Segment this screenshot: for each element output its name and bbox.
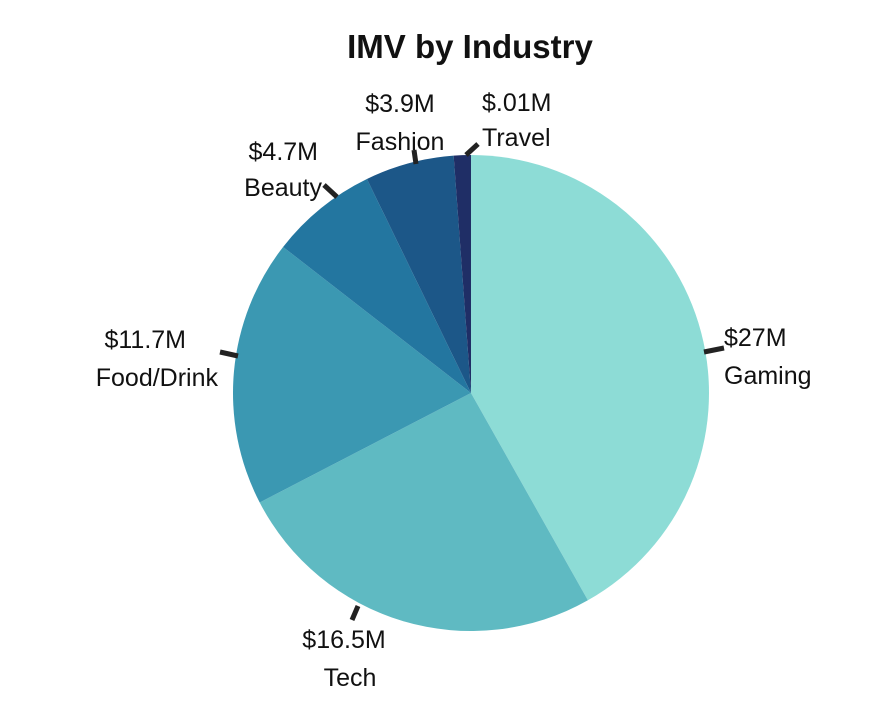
label-tick-tech [349, 605, 361, 621]
slice-name-label-tech: Tech [324, 664, 377, 692]
slice-value-label-beauty: $4.7M [249, 138, 318, 166]
label-tick-food-drink [219, 349, 239, 359]
slice-value-label-gaming: $27M [724, 324, 787, 352]
slice-value-label-travel: $.01M [482, 89, 551, 117]
label-tick-beauty [322, 183, 339, 199]
pie-slice-tech [259, 393, 588, 632]
slice-name-label-gaming: Gaming [724, 362, 812, 390]
pie-slice-travel [453, 154, 471, 393]
label-tick-fashion [411, 149, 419, 165]
pie-slice-food-drink [232, 246, 471, 503]
slice-value-label-tech: $16.5M [302, 626, 385, 654]
pie-slice-gaming [471, 155, 709, 601]
slice-value-label-fashion: $3.9M [365, 90, 434, 118]
slice-name-label-fashion: Fashion [356, 128, 445, 156]
slice-name-label-beauty: Beauty [244, 174, 322, 202]
label-ticks [219, 142, 725, 621]
label-tick-travel [464, 142, 480, 157]
pie-slice-fashion [366, 155, 471, 393]
pie-slices [232, 154, 709, 632]
slice-value-label-food-drink: $11.7M [104, 326, 186, 354]
chart-title: IMV by Industry [347, 28, 593, 65]
label-tick-gaming [703, 345, 725, 355]
slice-labels: $27M Gaming $16.5M Tech $11.7M Food/Drink $4.7… [96, 89, 812, 692]
pie-slice-beauty [283, 178, 471, 393]
slice-name-label-travel: Travel [482, 124, 551, 152]
slice-name-label-food-drink: Food/Drink [96, 364, 219, 392]
